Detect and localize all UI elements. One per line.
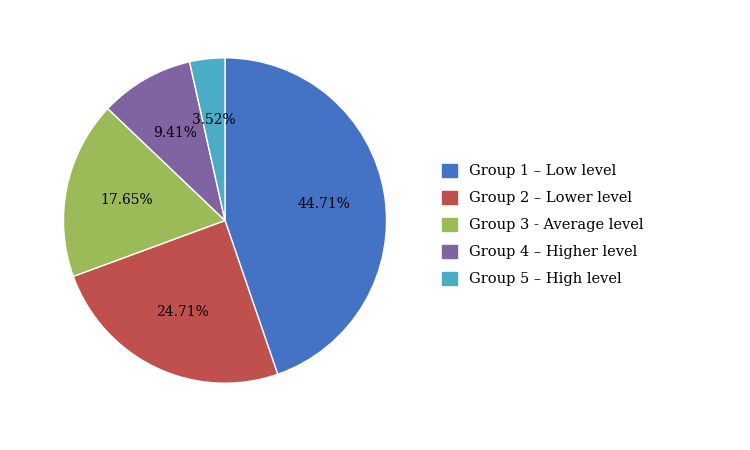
Wedge shape [108,62,225,220]
Wedge shape [225,58,386,374]
Text: 17.65%: 17.65% [100,193,153,207]
Text: 3.52%: 3.52% [192,113,236,127]
Wedge shape [74,220,278,383]
Wedge shape [64,108,225,276]
Text: 24.71%: 24.71% [155,305,209,319]
Wedge shape [190,58,225,220]
Text: 44.71%: 44.71% [297,197,350,211]
Legend: Group 1 – Low level, Group 2 – Lower level, Group 3 - Average level, Group 4 – H: Group 1 – Low level, Group 2 – Lower lev… [442,164,643,286]
Text: 9.41%: 9.41% [154,126,197,140]
